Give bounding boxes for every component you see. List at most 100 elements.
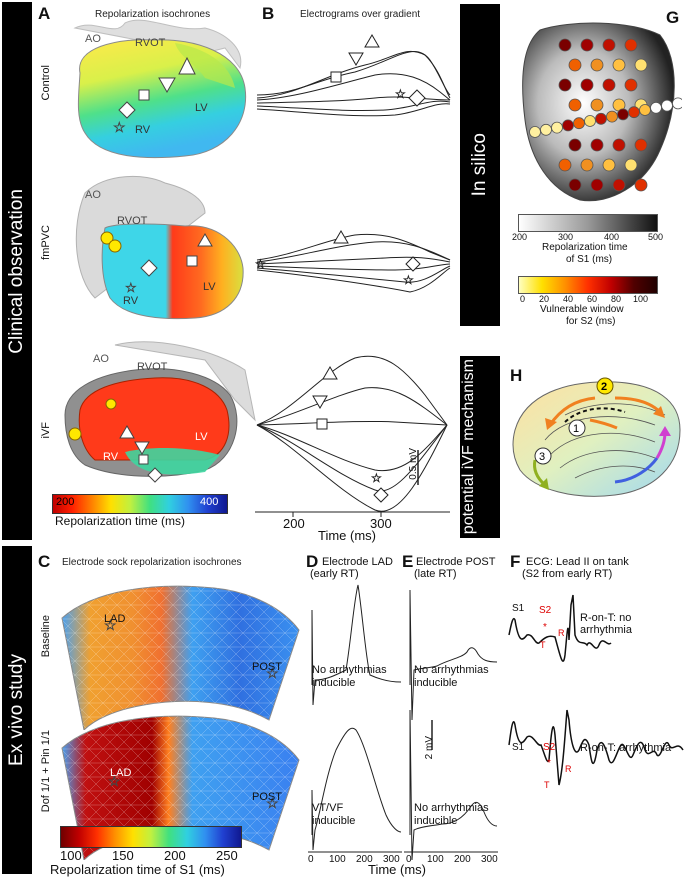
panel-c-tick-250: 250 <box>216 848 238 863</box>
vulnerable-window-dot <box>661 99 673 112</box>
sidebar-potential-mechanism: potential iVF mechanism <box>460 356 500 538</box>
sidebar-insilico-label: In silico <box>469 133 490 197</box>
panel-g-bar2-tick-80: 80 <box>611 294 622 304</box>
panel-f-bottom-t: T <box>544 780 550 790</box>
heart-ivf-lv: LV <box>195 431 208 443</box>
vulnerable-window-dot <box>573 117 585 130</box>
vulnerable-window-dot <box>568 178 582 192</box>
panel-b-xlabel: Time (ms) <box>318 528 377 543</box>
panel-f-top-s1: S1 <box>512 603 525 614</box>
marker-yellow-dot-icon <box>108 239 122 253</box>
heart-control-lv: LV <box>195 102 208 114</box>
panel-d-letter: D <box>306 552 319 571</box>
vulnerable-window-dot <box>639 104 651 116</box>
vulnerable-window-dot <box>612 138 626 152</box>
panel-f-top-r: R <box>558 628 565 638</box>
panel-c-tick-200: 200 <box>164 848 186 863</box>
panel-d-tick-200: 200 <box>356 854 373 865</box>
panel-c-row-dof: Dof 1/1 + Pin 1/1 <box>40 730 52 813</box>
vulnerable-window-dot <box>612 178 626 192</box>
marker-star-icon: ☆ <box>125 280 137 295</box>
heart-control-rvot: RVOT <box>135 37 166 49</box>
vulnerable-window-dot <box>650 101 662 114</box>
panel-g-bar2-caption2: for S2 (ms) <box>566 316 616 327</box>
panel-g-bar2-caption1: Vulnerable window <box>540 304 624 315</box>
panel-b-letter: B <box>262 4 275 23</box>
vulnerable-window-dot <box>558 78 572 92</box>
vulnerable-window-dot <box>590 58 604 72</box>
panel-a-row-fmpvc: fmPVC <box>40 225 52 260</box>
panel-c-colorbar-caption: Repolarization time of S1 (ms) <box>50 862 225 877</box>
vulnerable-window-dot <box>612 58 626 72</box>
panel-g-bar2-tick-20: 20 <box>539 294 550 304</box>
panel-a-title: Repolarization isochrones <box>95 9 211 20</box>
vulnerable-window-dot <box>634 138 648 152</box>
panel-e-title: Electrode POST <box>416 556 496 568</box>
panel-f-bottom-star: * <box>547 758 551 769</box>
panel-h-marker-1: 1 <box>573 423 579 435</box>
panel-c-tick-150: 150 <box>112 848 134 863</box>
panel-a-row-ivf: iVF <box>40 422 52 439</box>
vulnerable-window-dot <box>584 115 596 127</box>
marker-triangle-icon <box>197 233 213 247</box>
svg-text:☆: ☆ <box>403 273 414 287</box>
marker-diamond-icon <box>147 467 163 483</box>
panel-e-tick-200: 200 <box>454 854 471 865</box>
vulnerable-window-dot <box>540 123 552 136</box>
marker-yellow-dot-icon <box>105 398 117 410</box>
svg-text:☆: ☆ <box>266 795 279 811</box>
panel-c-colorbar <box>60 826 242 848</box>
heart-ivf-ao: AO <box>93 353 109 365</box>
svg-text:☆: ☆ <box>395 87 406 101</box>
panel-d-bottom-note: VT/VF inducible <box>312 802 356 827</box>
panel-g-bar1-caption1: Repolarization time <box>542 242 628 253</box>
heart-control-map: AO RVOT LV RV ☆ <box>73 19 247 159</box>
panel-g-bar2-tick-100: 100 <box>633 294 649 304</box>
panel-a-row-control: Control <box>40 65 52 101</box>
panel-a-colorbar-caption: Repolarization time (ms) <box>55 514 186 528</box>
vulnerable-window-dot <box>624 78 638 92</box>
panel-c-dof-post: POST <box>252 791 282 803</box>
panel-f-top-s2: S2 <box>539 605 552 616</box>
vulnerable-window-dot <box>634 178 648 192</box>
panel-a-colorbar-max: 400 <box>200 496 219 508</box>
panel-b-tick-200: 200 <box>283 516 305 531</box>
vulnerable-window-dot <box>624 158 638 172</box>
panel-h-marker-2: 2 <box>601 381 607 393</box>
panel-h-letter: H <box>510 366 523 385</box>
marker-square-icon <box>186 255 198 267</box>
panel-d-tick-100: 100 <box>329 854 346 865</box>
panel-c-dof-map: ☆ LAD ☆ POST <box>61 715 300 860</box>
svg-text:☆: ☆ <box>108 773 121 789</box>
marker-inverted-triangle-icon <box>158 77 176 94</box>
vulnerable-window-dot <box>580 38 594 52</box>
heart-fmpvc-rv: RV <box>123 295 139 307</box>
panel-b-scalebar-label: 0.5 mV <box>408 448 419 480</box>
sidebar-ex-vivo: Ex vivo study <box>2 546 32 874</box>
panel-f-bottom-note: R-on-T: arrhythmia <box>580 742 672 754</box>
panel-f-bottom-r: R <box>565 764 572 774</box>
vulnerable-window-dot <box>562 119 574 132</box>
heart-ivf-rv: RV <box>103 451 119 463</box>
vulnerable-window-dot <box>568 98 582 112</box>
panel-c-title: Electrode sock repolarization isochrones <box>62 557 242 568</box>
panel-g-bar1-caption2: of S1 (ms) <box>566 254 613 265</box>
panel-g-bar2-tick-0: 0 <box>520 294 526 304</box>
vulnerable-window-dot <box>628 106 640 119</box>
panel-g-silico-heart <box>522 22 682 202</box>
panel-d-title2: (early RT) <box>310 568 359 580</box>
marker-star-icon: ☆ <box>113 119 126 135</box>
panel-a-colorbar <box>52 494 228 514</box>
panel-e-top-note: No arrhythmias inducible <box>414 664 489 689</box>
panel-e-bottom-note: No arrhythmias inducible <box>414 802 489 827</box>
panel-c-letter: C <box>38 552 51 571</box>
vulnerable-window-dot <box>672 97 682 110</box>
panel-g-bar1-tick-200: 200 <box>512 232 528 242</box>
panel-d-traces <box>308 584 402 853</box>
marker-square-icon <box>138 89 150 101</box>
panel-e-traces <box>404 589 498 860</box>
panel-d-title: Electrode LAD <box>322 556 393 568</box>
panel-f-ecg-traces <box>508 594 684 786</box>
vulnerable-window-dot <box>624 38 638 52</box>
heart-fmpvc-rvot: RVOT <box>117 215 148 227</box>
